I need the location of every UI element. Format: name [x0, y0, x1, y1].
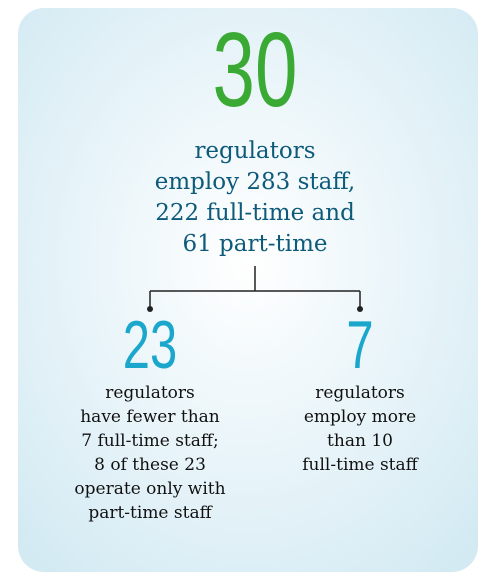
branch-text: employ more: [304, 407, 416, 427]
bracket: [149, 266, 361, 308]
branch-text: 8 of these 23: [94, 455, 206, 475]
branch-number-group: 7: [346, 306, 373, 383]
bracket-dot: [147, 306, 153, 312]
branch-text: regulators: [315, 383, 405, 403]
total-number: 30: [213, 10, 298, 129]
branch-text: part-time staff: [88, 503, 213, 523]
total-text: 61 part-time: [182, 231, 327, 257]
total-text: regulators: [194, 138, 315, 164]
branch-text: have fewer than: [80, 407, 220, 427]
branch-number: 23: [123, 306, 177, 383]
bracket-dot: [357, 306, 363, 312]
branch-text: operate only with: [74, 479, 225, 499]
branch-text: full-time staff: [302, 455, 419, 475]
branch-text: 7 full-time staff;: [81, 431, 218, 451]
branch-number: 7: [346, 306, 373, 383]
branch-text: regulators: [105, 383, 195, 403]
total-text: 222 full-time and: [155, 200, 355, 226]
branch-text: than 10: [327, 431, 393, 451]
panel: [18, 8, 478, 572]
total-text: employ 283 staff,: [155, 169, 355, 195]
branch-number-group: 23: [123, 306, 177, 383]
